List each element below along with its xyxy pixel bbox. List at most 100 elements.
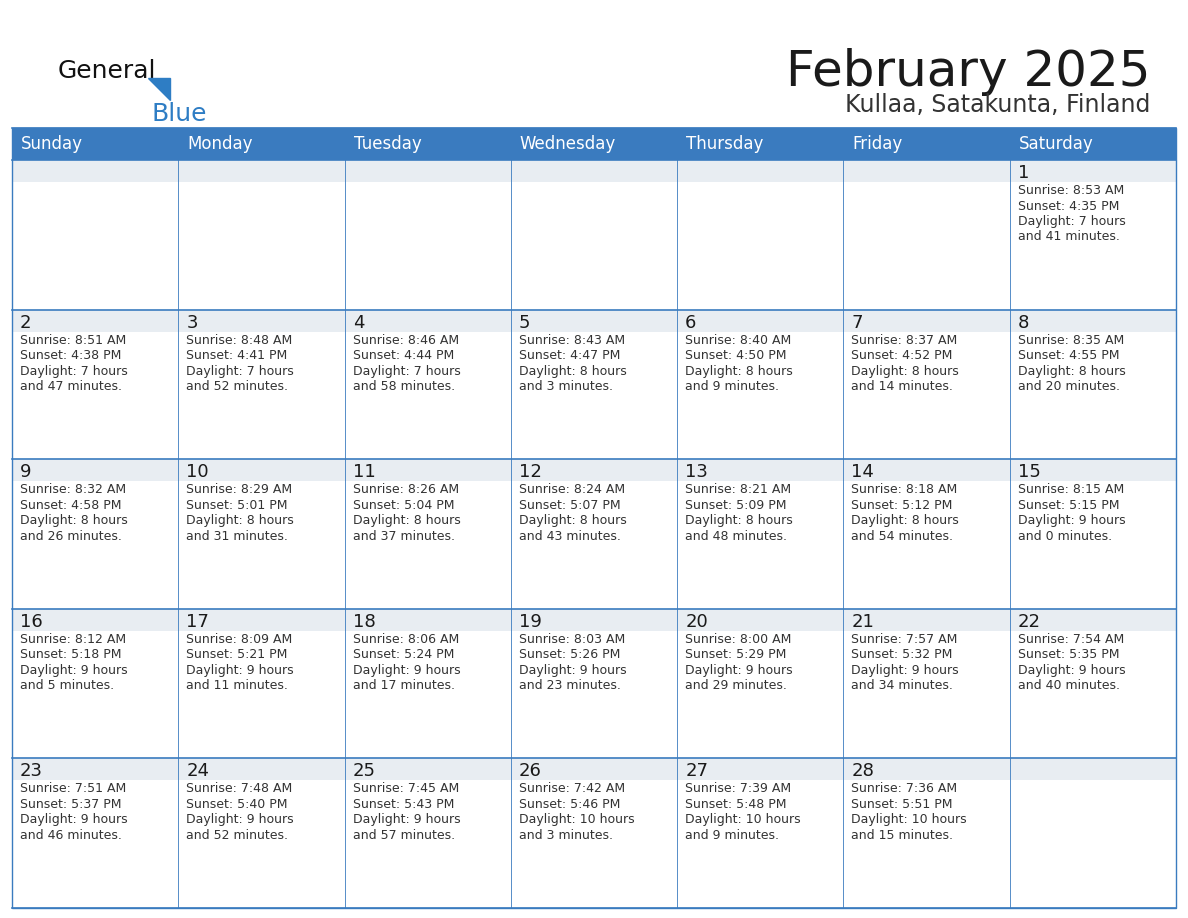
Bar <box>511 481 677 609</box>
Text: Daylight: 9 hours: Daylight: 9 hours <box>1018 664 1125 677</box>
Text: Sunset: 5:35 PM: Sunset: 5:35 PM <box>1018 648 1119 661</box>
Bar <box>178 609 345 758</box>
Text: and 9 minutes.: and 9 minutes. <box>685 380 779 393</box>
Text: Sunset: 5:40 PM: Sunset: 5:40 PM <box>187 798 287 811</box>
Text: Daylight: 8 hours: Daylight: 8 hours <box>685 514 792 527</box>
Text: Sunset: 5:24 PM: Sunset: 5:24 PM <box>353 648 454 661</box>
Text: Daylight: 9 hours: Daylight: 9 hours <box>20 813 127 826</box>
Bar <box>1010 160 1176 309</box>
Text: Daylight: 10 hours: Daylight: 10 hours <box>519 813 634 826</box>
Text: Sunset: 5:15 PM: Sunset: 5:15 PM <box>1018 498 1119 511</box>
Text: and 14 minutes.: and 14 minutes. <box>852 380 953 393</box>
Bar <box>677 758 843 908</box>
Text: Sunset: 5:26 PM: Sunset: 5:26 PM <box>519 648 620 661</box>
Text: and 5 minutes.: and 5 minutes. <box>20 679 114 692</box>
Bar <box>1010 309 1176 459</box>
Polygon shape <box>148 78 170 100</box>
Bar <box>178 481 345 609</box>
Bar <box>345 459 511 609</box>
Text: Daylight: 9 hours: Daylight: 9 hours <box>852 664 959 677</box>
Text: Sunrise: 8:40 AM: Sunrise: 8:40 AM <box>685 333 791 347</box>
Text: Daylight: 9 hours: Daylight: 9 hours <box>1018 514 1125 527</box>
Text: and 48 minutes.: and 48 minutes. <box>685 530 788 543</box>
Text: and 40 minutes.: and 40 minutes. <box>1018 679 1120 692</box>
Text: and 0 minutes.: and 0 minutes. <box>1018 530 1112 543</box>
Text: 12: 12 <box>519 464 542 481</box>
Text: and 11 minutes.: and 11 minutes. <box>187 679 289 692</box>
Text: Sunrise: 7:36 AM: Sunrise: 7:36 AM <box>852 782 958 795</box>
Bar <box>511 758 677 908</box>
Text: Sunset: 5:09 PM: Sunset: 5:09 PM <box>685 498 786 511</box>
Text: Sunset: 4:41 PM: Sunset: 4:41 PM <box>187 349 287 362</box>
Bar <box>12 128 1176 908</box>
Text: Daylight: 10 hours: Daylight: 10 hours <box>685 813 801 826</box>
Text: Sunset: 5:43 PM: Sunset: 5:43 PM <box>353 798 454 811</box>
Text: 19: 19 <box>519 613 542 631</box>
Text: and 26 minutes.: and 26 minutes. <box>20 530 122 543</box>
Text: Sunrise: 8:29 AM: Sunrise: 8:29 AM <box>187 483 292 497</box>
Text: Sunrise: 7:54 AM: Sunrise: 7:54 AM <box>1018 633 1124 645</box>
Text: Sunset: 5:04 PM: Sunset: 5:04 PM <box>353 498 454 511</box>
Bar <box>843 780 1010 908</box>
Bar <box>511 160 677 309</box>
Text: Sunset: 5:01 PM: Sunset: 5:01 PM <box>187 498 287 511</box>
Text: 21: 21 <box>852 613 874 631</box>
Text: and 3 minutes.: and 3 minutes. <box>519 829 613 842</box>
Bar <box>178 182 345 309</box>
Text: Daylight: 9 hours: Daylight: 9 hours <box>187 813 293 826</box>
Text: Saturday: Saturday <box>1019 135 1093 153</box>
Text: 2: 2 <box>20 314 32 331</box>
Bar <box>677 160 843 309</box>
Text: Blue: Blue <box>152 102 208 126</box>
Text: Daylight: 7 hours: Daylight: 7 hours <box>20 364 128 377</box>
Text: and 17 minutes.: and 17 minutes. <box>353 679 455 692</box>
Bar <box>677 780 843 908</box>
Text: Daylight: 7 hours: Daylight: 7 hours <box>353 364 460 377</box>
Text: and 54 minutes.: and 54 minutes. <box>852 530 954 543</box>
Text: 13: 13 <box>685 464 708 481</box>
Text: Daylight: 9 hours: Daylight: 9 hours <box>187 664 293 677</box>
Text: 10: 10 <box>187 464 209 481</box>
Text: and 58 minutes.: and 58 minutes. <box>353 380 455 393</box>
Text: Sunset: 5:37 PM: Sunset: 5:37 PM <box>20 798 121 811</box>
Bar <box>511 609 677 758</box>
Bar <box>1010 459 1176 609</box>
Text: Sunset: 5:21 PM: Sunset: 5:21 PM <box>187 648 287 661</box>
Bar <box>345 780 511 908</box>
Text: 24: 24 <box>187 763 209 780</box>
Text: Sunrise: 8:26 AM: Sunrise: 8:26 AM <box>353 483 459 497</box>
Bar <box>12 459 178 609</box>
Text: Sunset: 4:55 PM: Sunset: 4:55 PM <box>1018 349 1119 362</box>
Text: 23: 23 <box>20 763 43 780</box>
Bar <box>843 609 1010 758</box>
Text: Daylight: 9 hours: Daylight: 9 hours <box>685 664 792 677</box>
Text: Sunset: 4:50 PM: Sunset: 4:50 PM <box>685 349 786 362</box>
Text: Sunset: 4:44 PM: Sunset: 4:44 PM <box>353 349 454 362</box>
Bar <box>345 631 511 758</box>
Bar <box>843 160 1010 309</box>
Text: and 46 minutes.: and 46 minutes. <box>20 829 122 842</box>
Bar <box>178 160 345 309</box>
Text: Daylight: 8 hours: Daylight: 8 hours <box>1018 364 1125 377</box>
Text: Daylight: 8 hours: Daylight: 8 hours <box>187 514 295 527</box>
Text: 7: 7 <box>852 314 862 331</box>
Bar <box>1010 631 1176 758</box>
Text: Sunday: Sunday <box>21 135 83 153</box>
Text: Sunrise: 8:24 AM: Sunrise: 8:24 AM <box>519 483 625 497</box>
Bar <box>1010 481 1176 609</box>
Text: Sunset: 5:32 PM: Sunset: 5:32 PM <box>852 648 953 661</box>
Bar <box>345 331 511 459</box>
Text: Sunset: 5:29 PM: Sunset: 5:29 PM <box>685 648 786 661</box>
Bar <box>843 631 1010 758</box>
Text: and 52 minutes.: and 52 minutes. <box>187 829 289 842</box>
Text: Monday: Monday <box>188 135 253 153</box>
Text: Friday: Friday <box>853 135 903 153</box>
Bar <box>677 309 843 459</box>
Bar <box>345 160 511 309</box>
Text: 17: 17 <box>187 613 209 631</box>
Text: Sunset: 4:52 PM: Sunset: 4:52 PM <box>852 349 953 362</box>
Bar <box>345 481 511 609</box>
Text: and 47 minutes.: and 47 minutes. <box>20 380 122 393</box>
Text: 22: 22 <box>1018 613 1041 631</box>
Text: Sunset: 5:51 PM: Sunset: 5:51 PM <box>852 798 953 811</box>
